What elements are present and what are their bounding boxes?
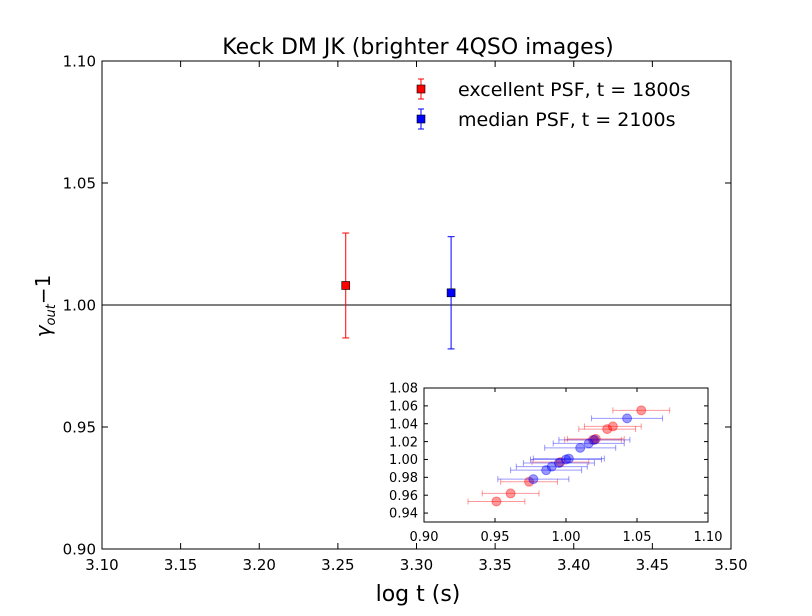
data-point: [446, 288, 456, 298]
y-tick-label: 0.90: [63, 540, 96, 558]
inset-data-point: [541, 465, 552, 476]
x-tick-label: 3.25: [321, 556, 354, 574]
x-tick-label: 1.10: [694, 530, 723, 545]
inset-axes: 0.90 0.95 1.00 1.05 1.10 0.94 0.96 0.98 1.00 1.02…: [389, 382, 722, 545]
inset-data-point: [555, 457, 566, 468]
y-tick-label: 0.98: [389, 471, 418, 486]
y-tick-label: 1.00: [63, 296, 96, 314]
y-tick-label: 0.94: [389, 507, 418, 522]
x-tick-label: 1.05: [623, 530, 652, 545]
y-tick-label: 1.06: [389, 400, 418, 415]
y-tick-label: 1.02: [389, 435, 418, 450]
inset-data-point: [636, 405, 647, 416]
inset-data-point: [589, 434, 600, 445]
y-tick-label: 0.95: [63, 418, 96, 436]
inset-data-point: [524, 476, 535, 487]
y-tick-label: 1.00: [389, 453, 418, 468]
y-axis-label: γout−1: [31, 275, 59, 338]
legend-marker-blue-square: [416, 114, 426, 124]
x-tick-label: 3.30: [400, 556, 433, 574]
y-axis-label-suffix: −1: [31, 275, 55, 304]
inset-data-point: [575, 442, 586, 453]
inset-data-point: [505, 488, 516, 499]
inset-data-point: [491, 496, 502, 507]
inset-data-point: [622, 413, 633, 424]
y-tick-label: 1.04: [389, 417, 418, 432]
x-tick-label: 3.20: [243, 556, 276, 574]
x-axis-label: log t (s): [376, 582, 461, 607]
inset-data-point: [546, 461, 557, 472]
chart-title: Keck DM JK (brighter 4QSO images): [222, 35, 614, 60]
inset-data-point: [602, 424, 613, 435]
x-tick-label: 0.90: [410, 530, 439, 545]
x-tick-label: 3.15: [164, 556, 197, 574]
y-tick-label: 0.96: [389, 489, 418, 504]
inset-data-point: [607, 421, 618, 432]
legend-entry-median: median PSF, t = 2100s: [416, 108, 676, 131]
legend: excellent PSF, t = 1800s median PSF, t =…: [416, 78, 690, 131]
legend-marker-red-square: [416, 84, 426, 94]
inset-data-point: [590, 433, 601, 444]
legend-entry-excellent: excellent PSF, t = 1800s: [416, 78, 690, 101]
y-tick-label: 1.08: [389, 382, 418, 397]
inset-data-point: [587, 434, 598, 445]
y-tick-label: 1.05: [63, 174, 96, 192]
x-tick-label: 3.45: [636, 556, 669, 574]
inset-data-point: [583, 438, 594, 449]
x-tick-label: 1.00: [552, 530, 581, 545]
legend-label: median PSF, t = 2100s: [458, 109, 676, 131]
x-tick-label: 3.50: [714, 556, 747, 574]
y-axis-label-symbol: γ: [31, 324, 55, 337]
y-axis-label-subscript: out: [44, 303, 59, 325]
inset-data-point: [553, 458, 564, 469]
inset-data-point: [528, 474, 539, 485]
inset-data-point: [563, 453, 574, 464]
y-tick-label: 1.10: [63, 52, 96, 70]
x-tick-label: 0.95: [481, 530, 510, 545]
x-tick-label: 3.35: [478, 556, 511, 574]
x-tick-label: 3.10: [85, 556, 118, 574]
data-point: [341, 281, 351, 290]
inset-data-point: [561, 454, 571, 465]
svg-text:γout−1: γout−1: [31, 275, 59, 338]
inset-frame: [423, 387, 709, 523]
x-tick-label: 3.40: [557, 556, 590, 574]
legend-label: excellent PSF, t = 1800s: [458, 79, 690, 101]
